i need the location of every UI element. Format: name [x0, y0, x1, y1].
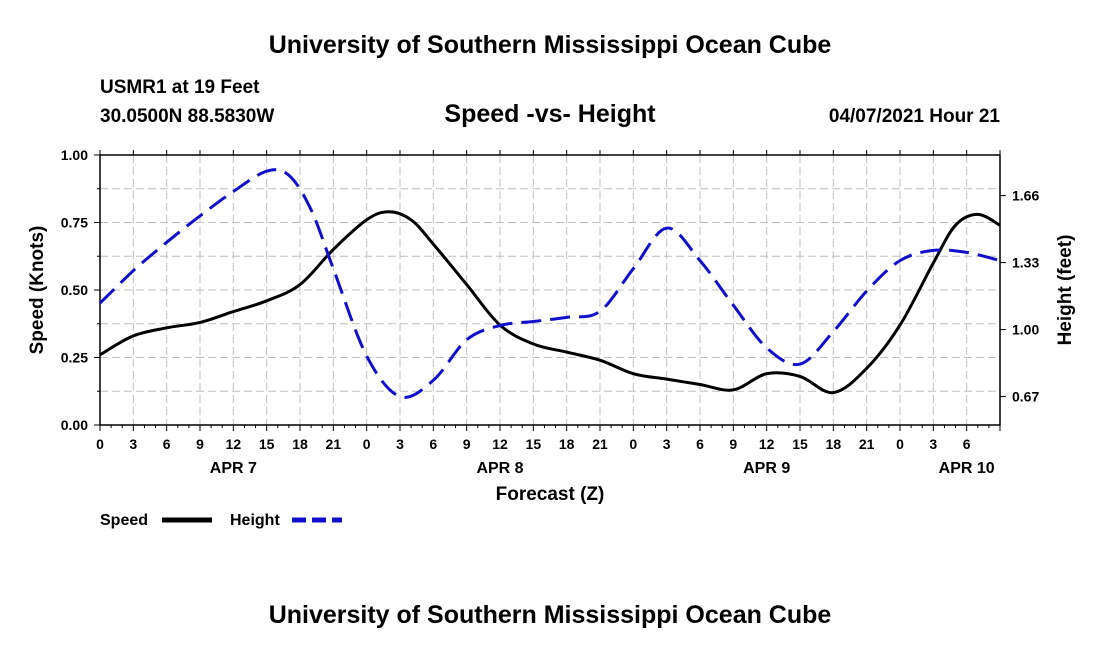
- x-tick-label: 6: [429, 436, 437, 452]
- x-tick-label: 18: [292, 436, 308, 452]
- y2-axis-label: Height (feet): [1055, 235, 1076, 346]
- legend-label-height: Height: [230, 512, 280, 529]
- day-label: APR 10: [939, 460, 995, 477]
- x-tick-label: 9: [463, 436, 471, 452]
- y2-tick-label: 1.33: [1012, 255, 1039, 271]
- x-tick-label: 6: [696, 436, 704, 452]
- x-tick-label: 0: [96, 436, 104, 452]
- x-tick-label: 3: [929, 436, 937, 452]
- chart-subtitle: Speed -vs- Height: [444, 100, 656, 128]
- x-tick-label: 0: [363, 436, 371, 452]
- y-tick-label: 0.75: [61, 215, 88, 231]
- series-line-height: [98, 168, 1001, 399]
- x-axis-label: Forecast (Z): [496, 484, 605, 505]
- x-tick-label: 21: [859, 436, 875, 452]
- forecast-datetime: 04/07/2021 Hour 21: [828, 106, 1000, 127]
- x-tick-label: 15: [526, 436, 542, 452]
- x-tick-label: 12: [492, 436, 508, 452]
- station-label: USMR1 at 19 Feet: [100, 77, 260, 98]
- x-tick-label: 9: [729, 436, 737, 452]
- day-label: APR 7: [210, 460, 257, 477]
- x-tick-label: 18: [559, 436, 575, 452]
- y-tick-label: 0.00: [61, 417, 88, 433]
- series-line-speed: [99, 210, 1001, 395]
- title-bottom: University of Southern Mississippi Ocean…: [268, 601, 832, 629]
- x-tick-label: 12: [759, 436, 775, 452]
- x-tick-label: 6: [963, 436, 971, 452]
- x-tick-label: 9: [196, 436, 204, 452]
- x-tick-label: 15: [792, 436, 808, 452]
- x-tick-label: 12: [226, 436, 242, 452]
- coordinates-label: 30.0500N 88.5830W: [100, 106, 275, 127]
- x-tick-label: 3: [129, 436, 137, 452]
- y2-tick-label: 1.66: [1012, 188, 1039, 204]
- x-tick-label: 21: [592, 436, 608, 452]
- legend-label-speed: Speed: [100, 512, 148, 529]
- x-tick-label: 6: [163, 436, 171, 452]
- y-axis-label: Speed (Knots): [27, 226, 48, 355]
- y-tick-label: 0.25: [61, 350, 88, 366]
- y2-tick-label: 1.00: [1012, 322, 1039, 338]
- x-tick-label: 0: [896, 436, 904, 452]
- x-tick-label: 15: [259, 436, 275, 452]
- x-tick-label: 0: [629, 436, 637, 452]
- y2-tick-label: 0.67: [1012, 389, 1039, 405]
- day-label: APR 8: [476, 460, 523, 477]
- title-top: University of Southern Mississippi Ocean…: [268, 31, 832, 59]
- y-tick-label: 1.00: [61, 147, 88, 163]
- day-label: APR 9: [743, 460, 790, 477]
- x-tick-label: 21: [326, 436, 342, 452]
- x-tick-label: 18: [826, 436, 842, 452]
- x-tick-label: 3: [663, 436, 671, 452]
- x-tick-label: 3: [396, 436, 404, 452]
- y-tick-label: 0.50: [61, 282, 88, 298]
